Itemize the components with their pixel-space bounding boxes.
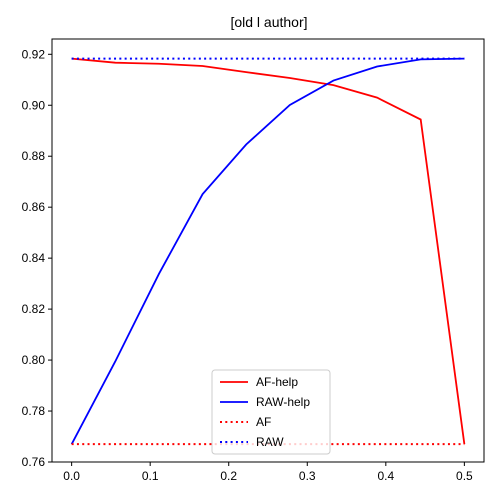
y-tick-label: 0.90 <box>22 98 46 112</box>
plot-frame <box>51 38 485 463</box>
legend-label: AF-help <box>256 375 298 389</box>
legend-label: RAW-help <box>256 395 310 409</box>
y-tick-label: 0.86 <box>22 200 46 214</box>
y-tick-label: 0.88 <box>22 149 46 163</box>
x-tick-label: 0.2 <box>220 469 237 483</box>
chart-title: [old l author] <box>230 14 307 30</box>
x-tick-label: 0.5 <box>456 469 473 483</box>
x-tick-label: 0.1 <box>142 469 159 483</box>
series-line-af-help <box>71 57 466 445</box>
legend-box <box>211 369 331 455</box>
x-tick-label: 0.3 <box>299 469 316 483</box>
y-tick-label: 0.84 <box>22 251 46 265</box>
x-tick-label: 0.0 <box>63 469 80 483</box>
y-tick-label: 0.80 <box>22 353 46 367</box>
legend-label: AF <box>256 415 271 429</box>
y-tick-label: 0.76 <box>22 455 46 469</box>
x-tick-label: 0.4 <box>377 469 394 483</box>
legend: AF-help RAW-help AF RAW <box>211 369 331 455</box>
y-tick-label: 0.92 <box>22 47 46 61</box>
axis-ticks: 0.0 0.1 0.2 0.3 0.4 0.5 0.76 0.78 0.80 0.82 0.84 0.… <box>22 47 473 483</box>
legend-label: RAW <box>256 435 284 449</box>
y-tick-label: 0.82 <box>22 302 46 316</box>
y-tick-label: 0.78 <box>22 404 46 418</box>
series-line-raw-help <box>70 57 465 445</box>
